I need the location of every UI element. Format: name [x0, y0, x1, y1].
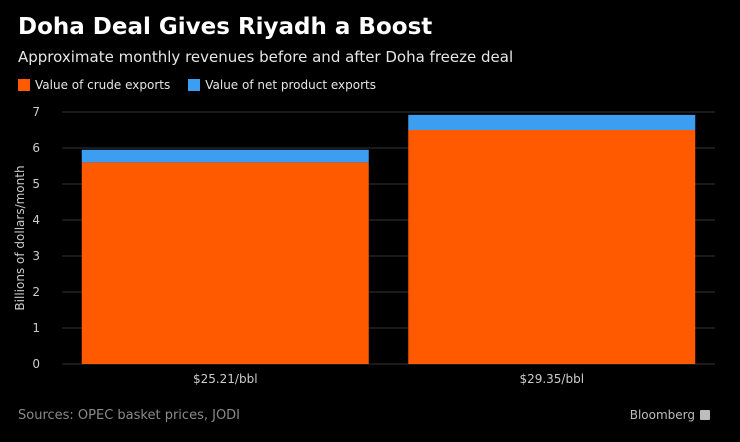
bar-product-1: [81, 149, 369, 163]
y-axis-ticks: 0 1 2 3 4 5 6 7: [32, 105, 40, 371]
y-axis-label: Billions of dollars/month: [13, 165, 27, 310]
y-tick-label: 1: [32, 321, 40, 335]
bar-product-2: [408, 114, 696, 130]
y-tick-label: 0: [32, 357, 40, 371]
legend-item-product: Value of net product exports: [188, 78, 376, 92]
bar-crude-1: [81, 162, 369, 364]
source-note: Sources: OPEC basket prices, JODI: [18, 408, 241, 423]
x-category-label: $25.21/bbl: [193, 372, 258, 386]
brand-logo: Bloomberg: [630, 408, 710, 422]
y-tick-label: 7: [32, 105, 40, 119]
brand-name: Bloomberg: [629, 408, 695, 422]
x-category-label: $29.35/bbl: [519, 372, 584, 386]
legend-swatch-crude: [18, 79, 30, 91]
bar-crude-2: [408, 130, 696, 364]
legend: Value of crude exports Value of net prod…: [18, 78, 394, 92]
y-tick-label: 4: [32, 213, 40, 227]
chart-subtitle: Approximate monthly revenues before and …: [18, 48, 514, 66]
legend-swatch-product: [188, 79, 201, 91]
legend-label-product: Value of net product exports: [205, 78, 376, 92]
bloomberg-terminal-icon: [700, 410, 710, 420]
legend-item-crude: Value of crude exports: [18, 78, 170, 92]
y-tick-label: 6: [32, 141, 40, 155]
chart-title: Doha Deal Gives Riyadh a Boost: [18, 14, 433, 40]
y-tick-label: 2: [32, 285, 40, 299]
y-tick-label: 3: [32, 249, 40, 263]
y-tick-label: 5: [32, 177, 40, 191]
legend-label-crude: Value of crude exports: [35, 78, 171, 92]
bars: [81, 114, 696, 364]
x-axis-labels: $25.21/bbl $29.35/bbl: [193, 372, 584, 386]
